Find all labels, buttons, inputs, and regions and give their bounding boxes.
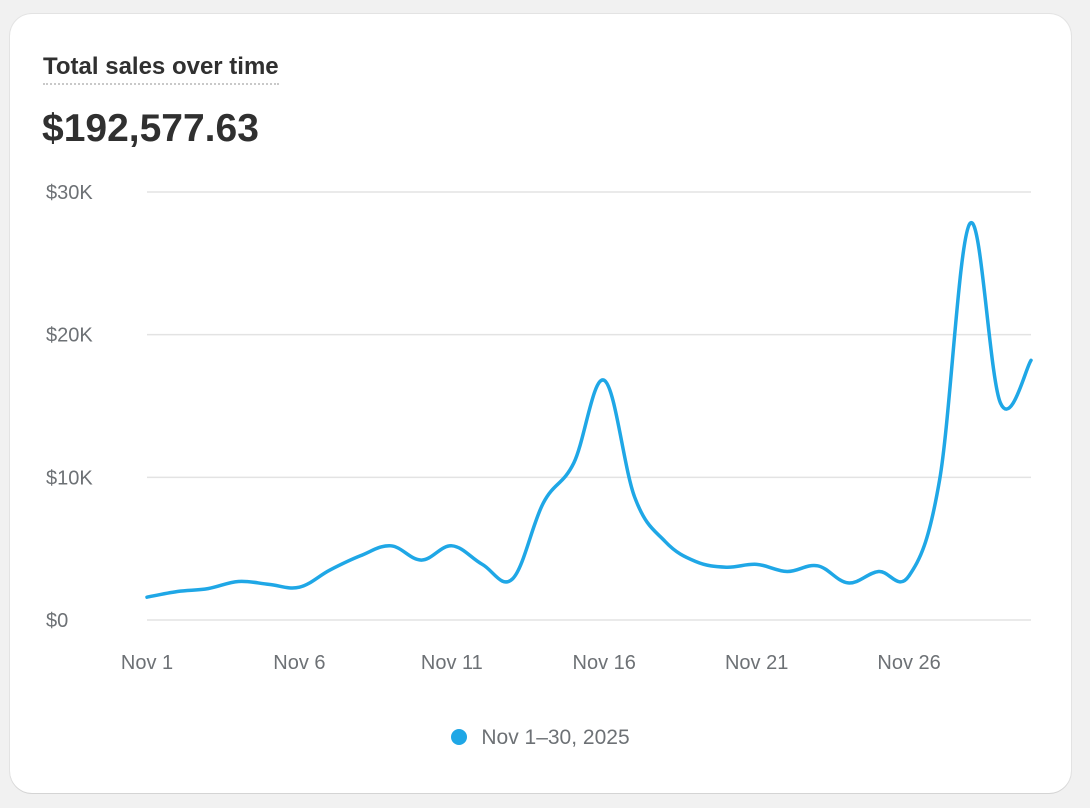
y-axis-labels: $0 $10K $20K $30K <box>46 182 93 632</box>
data-point-7[interactable] <box>325 565 335 575</box>
sales-line-chart: $0$10K$20K$30K Nov 1 Nov 6 Nov 11 Nov 16 Nov… <box>46 182 1036 674</box>
data-point-14[interactable] <box>538 498 548 508</box>
data-point-13[interactable] <box>508 574 518 584</box>
data-point-12[interactable] <box>477 559 487 569</box>
data-point-6[interactable] <box>294 582 304 592</box>
x-axis-labels: Nov 1 Nov 6 Nov 11 Nov 16 Nov 21 Nov 26 <box>121 652 941 674</box>
data-point-5[interactable] <box>264 579 274 589</box>
total-sales-value: $192,577.63 <box>42 107 259 150</box>
sales-card: Total sales over time $192,577.63 $0 $10K… <box>10 14 1071 793</box>
data-point-18[interactable] <box>660 537 670 547</box>
x-tick-label: Nov 11 <box>421 652 483 674</box>
series-line[interactable] <box>145 221 1033 599</box>
chart-legend: Nov 1–30, 2025 <box>10 725 1071 751</box>
data-point-25[interactable] <box>874 566 884 576</box>
data-point-20[interactable] <box>721 562 731 572</box>
data-point-4[interactable] <box>233 576 243 586</box>
chart-series <box>142 218 1036 602</box>
data-point-24[interactable] <box>843 578 853 588</box>
data-point-21[interactable] <box>752 559 762 569</box>
y-tick-label: $20K <box>46 325 93 347</box>
chart-gridlines <box>147 191 1031 621</box>
y-tick-label: $10K <box>46 467 93 489</box>
card-title[interactable]: Total sales over time <box>43 52 279 85</box>
y-tick-label: $0 <box>46 610 68 632</box>
x-tick-label: Nov 1 <box>121 652 173 674</box>
y-tick-label: $30K <box>46 182 93 204</box>
data-point-29[interactable] <box>996 398 1006 408</box>
data-point-3[interactable] <box>203 584 213 594</box>
x-tick-label: Nov 16 <box>573 652 636 674</box>
data-point-23[interactable] <box>813 561 823 571</box>
data-point-15[interactable] <box>569 458 579 468</box>
data-point-1[interactable] <box>142 592 152 602</box>
data-point-2[interactable] <box>172 586 182 596</box>
x-tick-label: Nov 6 <box>273 652 325 674</box>
data-point-9[interactable] <box>386 541 396 551</box>
data-point-8[interactable] <box>355 551 365 561</box>
data-point-19[interactable] <box>691 557 701 567</box>
legend-dot-icon <box>451 729 468 745</box>
data-point-11[interactable] <box>447 541 457 551</box>
x-tick-label: Nov 26 <box>877 652 940 674</box>
data-point-28[interactable] <box>965 218 975 228</box>
data-point-22[interactable] <box>782 566 792 576</box>
data-point-27[interactable] <box>935 475 945 485</box>
data-point-30[interactable] <box>1026 355 1036 365</box>
data-point-16[interactable] <box>599 375 609 385</box>
data-point-26[interactable] <box>904 571 914 581</box>
x-tick-label: Nov 21 <box>725 652 788 674</box>
data-point-17[interactable] <box>630 492 640 502</box>
legend-label: Nov 1–30, 2025 <box>481 726 630 749</box>
data-point-10[interactable] <box>416 555 426 565</box>
